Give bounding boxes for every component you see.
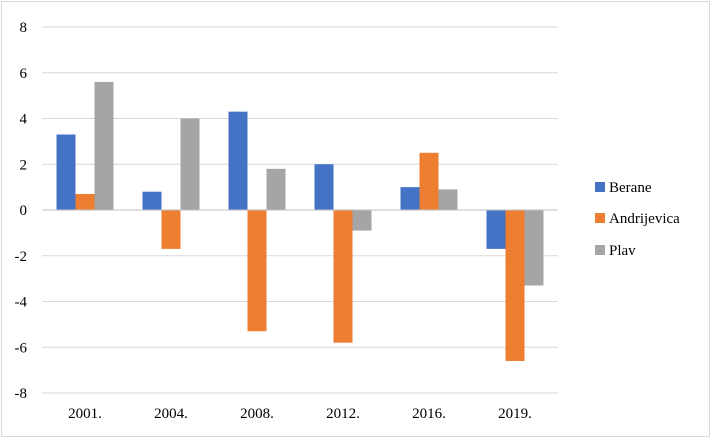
y-tick-label: -6 (15, 340, 28, 356)
bar-plav-2019 (524, 210, 544, 286)
legend: Berane Andrijevica Plav (595, 180, 680, 259)
legend-label-berane: Berane (609, 180, 652, 196)
legend-swatch-berane (595, 182, 605, 192)
bar-berane-2004 (142, 191, 162, 210)
bar-plav-2012 (352, 210, 372, 231)
bar-berane-2016 (400, 187, 420, 210)
bar-andrijevica-2001 (75, 193, 95, 210)
x-tick-label: 2016. (412, 406, 446, 422)
y-tick-label: 8 (20, 20, 28, 36)
x-tick-label: 2008. (240, 406, 274, 422)
bars (56, 81, 544, 361)
y-tick-label: -2 (15, 249, 28, 265)
bar-plav-2004 (180, 118, 200, 210)
bar-andrijevica-2019 (505, 210, 525, 361)
bar-berane-2012 (314, 164, 334, 210)
legend-label-plav: Plav (609, 243, 636, 259)
bar-andrijevica-2012 (333, 210, 353, 343)
bar-berane-2008 (228, 111, 248, 210)
bar-andrijevica-2008 (247, 210, 267, 332)
bar-berane-2019 (486, 210, 506, 249)
legend-swatch-plav (595, 245, 605, 255)
x-tick-label: 2001. (68, 406, 102, 422)
bar-andrijevica-2016 (419, 152, 439, 210)
bar-plav-2016 (438, 189, 458, 210)
bar-plav-2008 (266, 168, 286, 210)
y-tick-labels: 8 6 4 2 0 -2 -4 -6 -8 (15, 20, 28, 402)
bar-berane-2001 (56, 134, 76, 210)
bar-andrijevica-2004 (161, 210, 181, 249)
bar-plav-2001 (94, 81, 114, 211)
y-tick-label: 2 (20, 157, 28, 173)
x-tick-label: 2019. (498, 406, 532, 422)
gridlines (42, 26, 558, 394)
y-tick-label: -4 (15, 295, 28, 311)
legend-swatch-andrijevica (595, 213, 605, 223)
y-tick-label: -8 (15, 386, 28, 402)
y-tick-label: 6 (20, 66, 28, 82)
x-tick-label: 2012. (326, 406, 360, 422)
y-tick-label: 4 (20, 112, 28, 128)
x-tick-label: 2004. (154, 406, 188, 422)
y-tick-label: 0 (20, 203, 28, 219)
legend-label-andrijevica: Andrijevica (609, 211, 680, 227)
x-tick-labels: 2001. 2004. 2008. 2012. 2016. 2019. (68, 406, 532, 422)
